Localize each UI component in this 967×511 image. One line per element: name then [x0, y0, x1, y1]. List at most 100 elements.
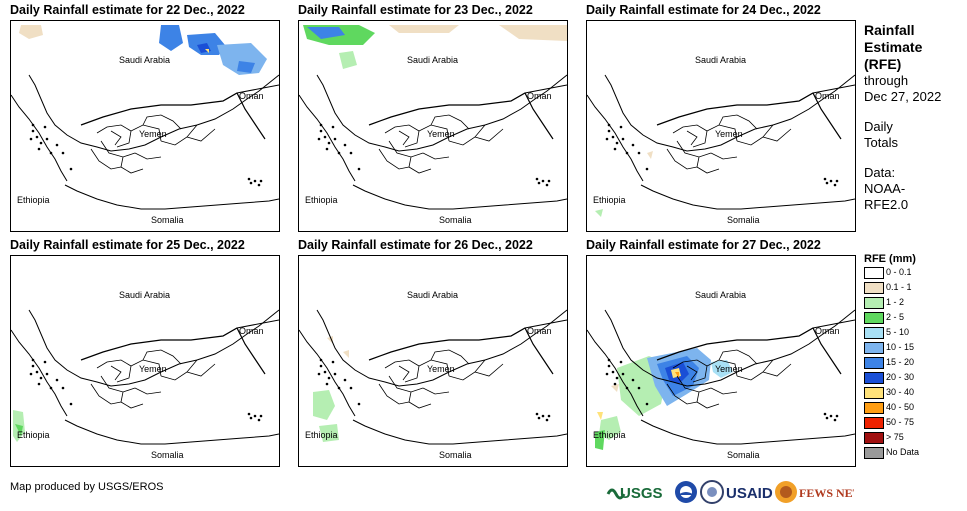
island-mark	[349, 151, 353, 155]
boundary-line	[696, 391, 720, 409]
island-mark	[319, 358, 323, 362]
island-mark	[611, 135, 615, 139]
legend-item: 15 - 20	[864, 356, 964, 371]
island-mark	[607, 364, 611, 368]
island-mark	[331, 125, 335, 129]
map-canvas: Saudi Arabia Oman Yemen Ethiopia Somalia	[299, 290, 567, 460]
legend-swatch	[864, 267, 884, 279]
legend-label: 30 - 40	[886, 387, 915, 397]
island-mark	[319, 123, 323, 127]
island-mark	[825, 181, 829, 185]
island-mark	[823, 412, 827, 416]
boundary-line	[430, 349, 470, 365]
island-mark	[325, 382, 329, 386]
boundary-line	[368, 327, 526, 361]
sidebar-title-line2: Estimate	[864, 39, 923, 55]
legend-swatch	[864, 402, 884, 414]
boundary-line	[11, 329, 68, 417]
island-mark	[323, 370, 327, 374]
boundary-line	[640, 419, 855, 445]
legend-swatch	[864, 432, 884, 444]
country-label-saudi: Saudi Arabia	[695, 55, 746, 65]
boundary-line	[448, 124, 486, 146]
island-mark	[249, 416, 253, 420]
legend-item: 40 - 50	[864, 401, 964, 416]
boundary-line	[762, 363, 792, 377]
island-mark	[257, 183, 261, 187]
panel-title: Daily Rainfall estimate for 22 Dec., 202…	[10, 3, 245, 17]
rainfall-area	[237, 61, 255, 73]
legend-label: 5 - 10	[886, 327, 910, 337]
island-mark	[31, 358, 35, 362]
sidebar-date: Dec 27, 2022	[864, 89, 942, 104]
island-mark	[337, 151, 341, 155]
country-label-somalia: Somalia	[727, 215, 760, 225]
map-frame: Saudi Arabia Oman Yemen Ethiopia Somalia	[10, 255, 280, 467]
island-mark	[541, 179, 545, 183]
legend-title: RFE (mm)	[864, 253, 916, 265]
map-frame: Saudi Arabia Oman Yemen Ethiopia Somalia	[298, 255, 568, 467]
boundary-line	[11, 94, 68, 182]
country-label-yemen: Yemen	[427, 364, 455, 374]
legend-item: 5 - 10	[864, 326, 964, 341]
boundary-line	[100, 375, 136, 393]
rainfall-area	[675, 372, 679, 378]
boundary-line	[96, 124, 132, 148]
rainfall-area	[597, 412, 603, 420]
legend-item: 50 - 75	[864, 416, 964, 431]
country-label-yemen: Yemen	[427, 129, 455, 139]
rainfall-map-panel: Daily Rainfall estimate for 24 Dec., 202…	[586, 0, 856, 232]
island-mark	[615, 141, 619, 145]
country-label-ethiopia: Ethiopia	[17, 430, 50, 440]
boundary-line	[100, 140, 136, 158]
rainfall-area	[647, 151, 653, 159]
legend-label: > 75	[886, 432, 904, 442]
island-mark	[357, 402, 361, 406]
island-mark	[333, 137, 337, 141]
island-mark	[43, 360, 47, 364]
boundary-line	[134, 152, 162, 160]
rainfall-area	[389, 25, 459, 33]
legend-swatch	[864, 327, 884, 339]
island-mark	[327, 376, 331, 380]
island-mark	[613, 147, 617, 151]
sidebar-totals: Totals	[864, 135, 898, 150]
island-mark	[825, 416, 829, 420]
boundary-line	[142, 349, 182, 365]
country-label-somalia: Somalia	[727, 450, 760, 460]
island-mark	[319, 129, 323, 133]
boundary-line	[696, 156, 720, 174]
island-mark	[607, 129, 611, 133]
sidebar-title-line1: Rainfall	[864, 22, 915, 38]
country-label-ethiopia: Ethiopia	[305, 430, 338, 440]
rainfall-area	[343, 350, 349, 358]
legend-item: No Data	[864, 446, 964, 461]
boundary-line	[378, 383, 410, 405]
island-mark	[331, 360, 335, 364]
boundary-line	[110, 365, 122, 381]
boundary-line	[90, 383, 122, 405]
map-info-sidebar: Rainfall Estimate (RFE) through Dec 27, …	[864, 22, 964, 213]
island-mark	[615, 376, 619, 380]
sidebar-data-source-1: NOAA-	[864, 181, 906, 196]
panel-title: Daily Rainfall estimate for 25 Dec., 202…	[10, 238, 245, 252]
fews-net-logo: FEWS NET	[775, 481, 861, 503]
country-label-saudi: Saudi Arabia	[119, 55, 170, 65]
island-mark	[619, 125, 623, 129]
boundary-line	[130, 359, 162, 377]
island-mark	[317, 137, 321, 141]
island-mark	[605, 372, 609, 376]
map-frame: Saudi Arabia Oman Yemen Ethiopia Somalia	[586, 255, 856, 467]
map-canvas: Saudi Arabia Oman Yemen Ethiopia Somalia	[11, 290, 279, 460]
island-mark	[613, 382, 617, 386]
boundary-line	[686, 365, 698, 381]
boundary-line	[672, 124, 708, 148]
legend-swatch	[864, 312, 884, 324]
rainfall-area	[499, 25, 567, 41]
island-mark	[55, 143, 59, 147]
country-label-somalia: Somalia	[439, 450, 472, 460]
boundary-line	[762, 128, 792, 142]
boundary-line	[666, 148, 698, 170]
boundary-line	[718, 349, 758, 365]
rainfall-map-panel: Daily Rainfall estimate for 26 Dec., 202…	[298, 235, 568, 467]
